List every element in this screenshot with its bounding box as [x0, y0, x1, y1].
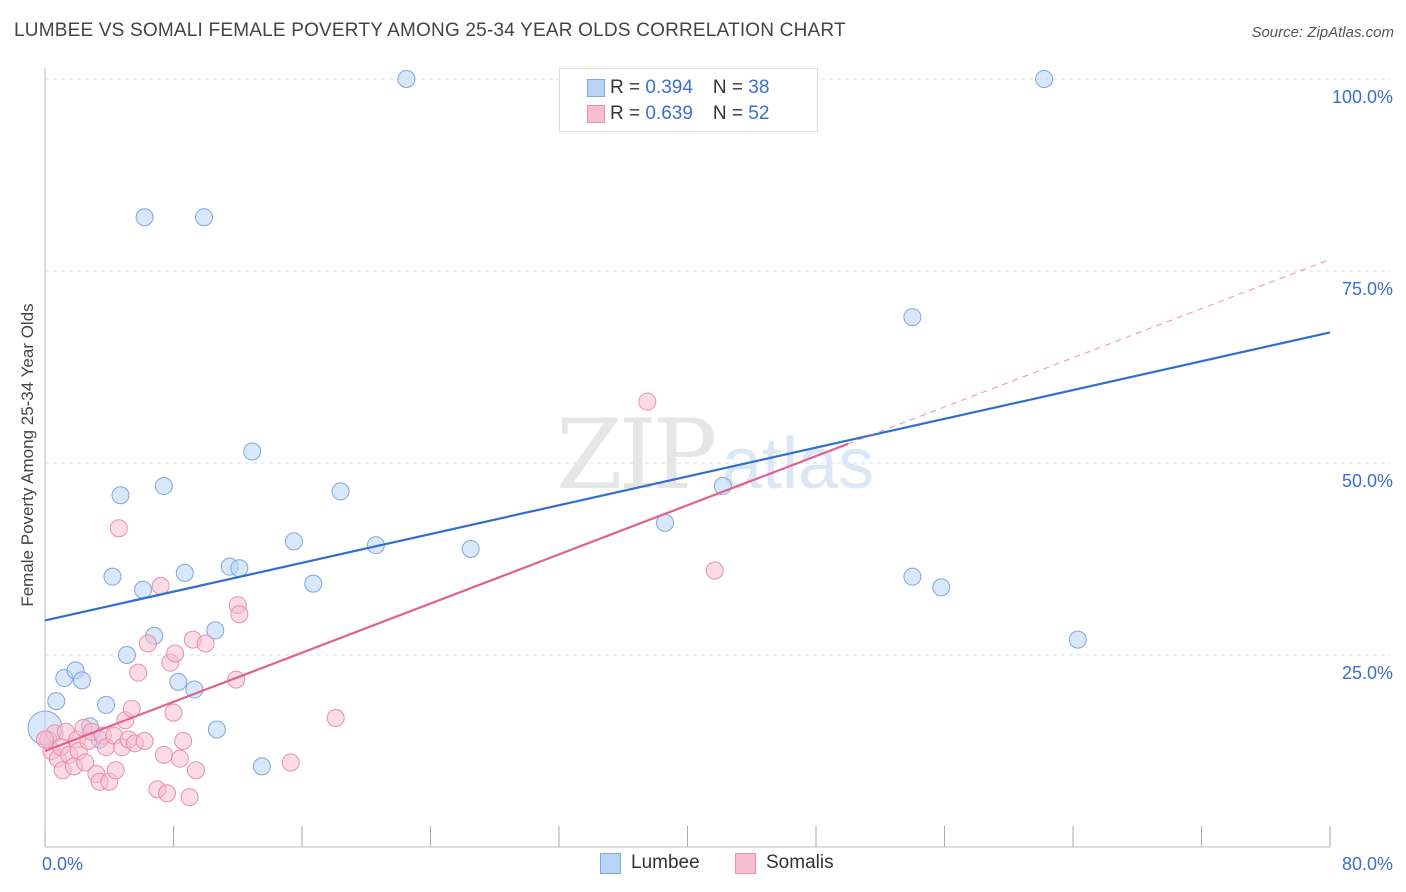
lumbee-point: [169, 672, 188, 691]
legend-label: Somalis: [766, 852, 834, 873]
lumbee-point: [97, 695, 116, 714]
lumbee-point: [932, 578, 951, 597]
lumbee-point: [903, 567, 922, 586]
chart-title: LUMBEE VS SOMALI FEMALE POVERTY AMONG 25…: [14, 20, 846, 41]
somali-swatch: [735, 852, 756, 874]
lumbee-point: [230, 559, 249, 578]
lumbee-point: [461, 540, 480, 559]
somali-trend-line: [44, 442, 849, 753]
somali-point: [76, 753, 95, 772]
lumbee-point: [133, 580, 152, 599]
somali-point: [170, 749, 189, 768]
x-tick-label: 80.0%: [1342, 854, 1393, 874]
legend-row-lumbee: R = 0.394 N = 38: [587, 76, 770, 100]
lumbee-point: [903, 308, 922, 327]
lumbee-point: [72, 671, 91, 690]
lumbee-point: [206, 621, 225, 640]
watermark-zip: ZIP: [556, 399, 715, 511]
lumbee-swatch: [600, 852, 621, 874]
somali-point: [174, 732, 193, 751]
data-points: [27, 70, 1087, 807]
correlation-legend: R = 0.394 N = 38 R = 0.639 N = 52: [559, 68, 818, 132]
y-tick-label: 25.0%: [1342, 663, 1393, 683]
somali-point: [186, 761, 205, 780]
n-label: N =: [712, 77, 749, 98]
somali-point: [326, 708, 345, 727]
somali-point: [129, 663, 148, 682]
somali-point: [138, 634, 157, 653]
lumbee-trend-line: [44, 331, 1331, 622]
somali-point: [180, 788, 199, 807]
n-value: 52: [748, 103, 770, 124]
lumbee-point: [111, 486, 130, 505]
x-tick-label: 0.0%: [42, 854, 83, 874]
somali-point: [281, 753, 300, 772]
lumbee-point: [135, 208, 154, 227]
y-tick-label: 50.0%: [1342, 471, 1393, 491]
lumbee-point: [117, 646, 136, 664]
lumbee-point: [243, 442, 262, 461]
lumbee-point: [195, 208, 214, 227]
lumbee-point: [252, 757, 271, 776]
r-label: R =: [610, 103, 646, 124]
lumbee-point: [154, 477, 173, 496]
somali-trend-extension: [847, 259, 1331, 445]
somali-point: [154, 745, 173, 764]
trend-lines: [44, 259, 1331, 753]
legend-item-lumbee: Lumbee: [600, 852, 700, 874]
lumbee-point: [304, 574, 323, 593]
somali-point: [158, 784, 177, 803]
somali-point: [36, 730, 54, 749]
lumbee-point: [175, 563, 194, 582]
lumbee-point: [397, 70, 416, 88]
axes: [44, 68, 1331, 848]
legend-row-somalis: R = 0.639 N = 52: [587, 102, 770, 126]
legend-label: Lumbee: [631, 852, 700, 873]
tick-labels: 100.0% 75.0% 50.0% 25.0% 0.0% 80.0%: [42, 87, 1393, 874]
somali-point: [230, 605, 249, 624]
somali-point: [106, 761, 125, 780]
y-tick-label: 75.0%: [1342, 279, 1393, 299]
n-label: N =: [712, 103, 749, 124]
somali-point: [135, 732, 154, 751]
r-label: R =: [610, 77, 646, 98]
somali-point: [151, 576, 170, 595]
source-credit: Source: ZipAtlas.com: [1251, 24, 1394, 41]
somali-point: [196, 634, 215, 653]
lumbee-point: [47, 692, 66, 711]
y-tick-label: 100.0%: [1332, 87, 1393, 107]
legend-item-somalis: Somalis: [735, 852, 834, 874]
lumbee-point: [331, 482, 350, 501]
somali-point: [638, 392, 657, 411]
lumbee-point: [1068, 630, 1087, 649]
lumbee-point: [284, 532, 303, 551]
somali-swatch: [587, 105, 605, 123]
series-legend: Lumbee Somalis: [0, 852, 1406, 876]
lumbee-point: [103, 567, 122, 586]
lumbee-point: [1035, 70, 1054, 88]
n-value: 38: [748, 77, 770, 98]
r-value: 0.394: [645, 77, 693, 98]
lumbee-point: [207, 720, 226, 739]
r-value: 0.639: [645, 103, 693, 124]
somali-point: [166, 644, 185, 663]
lumbee-swatch: [587, 79, 605, 97]
somali-point: [705, 561, 724, 580]
somali-point: [109, 519, 128, 538]
somali-point: [164, 703, 183, 722]
